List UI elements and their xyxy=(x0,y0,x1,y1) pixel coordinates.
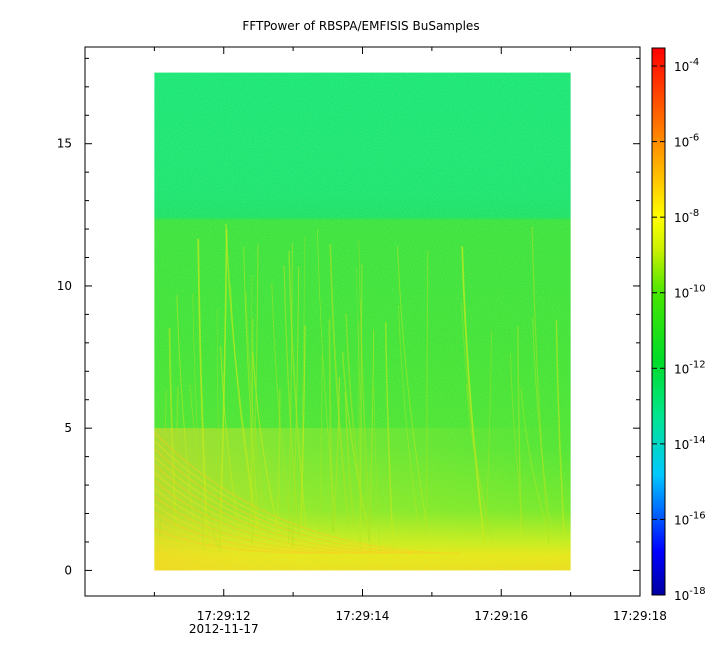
colorbar-tick-label: 10-14 xyxy=(674,435,706,452)
spectrogram-image xyxy=(153,72,571,571)
x-tick-label: 17:29:12 xyxy=(197,609,251,623)
spectrogram-streak xyxy=(358,239,371,554)
spectrogram-noise xyxy=(154,72,571,571)
colorbar-tick-label: 10-12 xyxy=(674,359,706,376)
x-axis: 17:29:12 17:29:14 17:29:16 17:29:18 xyxy=(84,47,667,623)
spectrogram-low-streak xyxy=(153,456,425,554)
spectrogram-low-streak xyxy=(153,480,389,554)
spectrogram-streak xyxy=(485,330,492,538)
colorbar xyxy=(651,47,666,596)
colorbar-tick-label: 10-8 xyxy=(674,208,699,225)
spectrogram-low-streak xyxy=(153,472,401,554)
spectrogram-streak xyxy=(292,266,300,547)
spectrogram-streak xyxy=(344,391,355,527)
spectrogram-streak xyxy=(319,355,323,534)
spectrogram-streak xyxy=(531,226,550,545)
spectrogram-streak xyxy=(288,242,293,544)
spectrogram-streak xyxy=(220,346,240,533)
spectrogram-streak xyxy=(329,244,350,527)
y-axis: 0 5 10 15 xyxy=(57,57,640,577)
x-tick-label: 17:29:18 xyxy=(613,609,667,623)
spectrogram-streak xyxy=(328,319,334,534)
spectrogram-streak xyxy=(368,329,375,542)
colorbar-tick-label: 10-16 xyxy=(674,510,706,527)
spectrogram-streak xyxy=(249,274,253,530)
spectrogram-streak xyxy=(189,384,218,547)
spectrogram-low-streak xyxy=(153,440,449,554)
spectrogram-streak xyxy=(299,236,306,527)
spectrogram-streak xyxy=(517,326,522,542)
spectrogram-low-streak xyxy=(153,464,413,554)
spectrogram-streak xyxy=(360,299,372,529)
spectrogram-streak xyxy=(373,387,381,551)
spectrogram-streak xyxy=(461,246,486,546)
chart-title: FFTPower of RBSPA/EMFISIS BuSamples xyxy=(242,19,479,33)
spectrogram-streak xyxy=(425,250,429,534)
spectrogram-streak xyxy=(243,246,260,532)
spectrogram-low-streak xyxy=(154,495,365,554)
spectrogram-streak xyxy=(461,302,491,537)
colorbar-tick-label: 10-10 xyxy=(674,284,706,301)
colorbar-tick-label: 10-6 xyxy=(674,133,699,150)
spectrogram-streak xyxy=(192,293,205,551)
spectrogram-streak xyxy=(466,384,494,540)
spectrogram-streak xyxy=(176,295,196,533)
spectrogram-streak xyxy=(283,265,300,538)
y-tick-label: 5 xyxy=(64,421,72,435)
spectrogram-streak xyxy=(555,319,565,534)
spectrogram-streak xyxy=(225,223,259,529)
spectrogram-streak xyxy=(317,228,339,550)
colorbar-tick-label: 10-4 xyxy=(674,57,699,74)
spectrogram-streak xyxy=(520,388,552,543)
spectrogram-streak xyxy=(357,321,361,550)
spectrogram-streak xyxy=(197,238,209,545)
spectrogram-low-streak xyxy=(153,488,377,554)
spectrogram-low-streak xyxy=(153,448,437,554)
spectrogram-streak xyxy=(345,313,366,527)
spectrogram-streak xyxy=(397,305,423,550)
spectrogram-low-streak xyxy=(154,503,353,554)
spectrogram-streak xyxy=(384,322,395,550)
spectrogram-streak xyxy=(218,229,228,551)
x-tick-label: 17:29:14 xyxy=(336,609,390,623)
spectrogram-streak xyxy=(532,318,551,524)
spectrogram-streak xyxy=(397,246,429,533)
spectrogram-streaks xyxy=(153,223,565,554)
spectrogram-low-streak xyxy=(153,432,461,554)
colorbar-tick-label: 10-18 xyxy=(674,586,706,603)
spectrogram-streak xyxy=(276,388,281,536)
spectrogram-streak xyxy=(168,327,178,541)
y-tick-label: 15 xyxy=(57,137,72,151)
spectrogram-low-streak xyxy=(154,511,341,554)
y-tick-label: 10 xyxy=(57,279,72,293)
spectrogram-streak xyxy=(341,352,373,544)
spectrogram-streak xyxy=(251,244,259,544)
x-tick-label: 17:29:16 xyxy=(474,609,528,623)
spectrogram-streak xyxy=(244,291,268,533)
spectrogram-streak xyxy=(509,353,525,535)
spectrogram-streak xyxy=(288,251,307,526)
y-tick-label: 0 xyxy=(64,563,72,577)
spectrogram-streak xyxy=(300,325,306,541)
x-axis-date-label: 2012-11-17 xyxy=(189,622,259,636)
spectrogram-streak xyxy=(355,266,370,542)
spectrogram-low-streak xyxy=(154,519,329,554)
spectrogram-streak xyxy=(159,390,167,538)
colorbar-axis: 10-4 10-6 10-8 10-10 10-12 10-14 10-16 10-18 xyxy=(652,57,706,603)
